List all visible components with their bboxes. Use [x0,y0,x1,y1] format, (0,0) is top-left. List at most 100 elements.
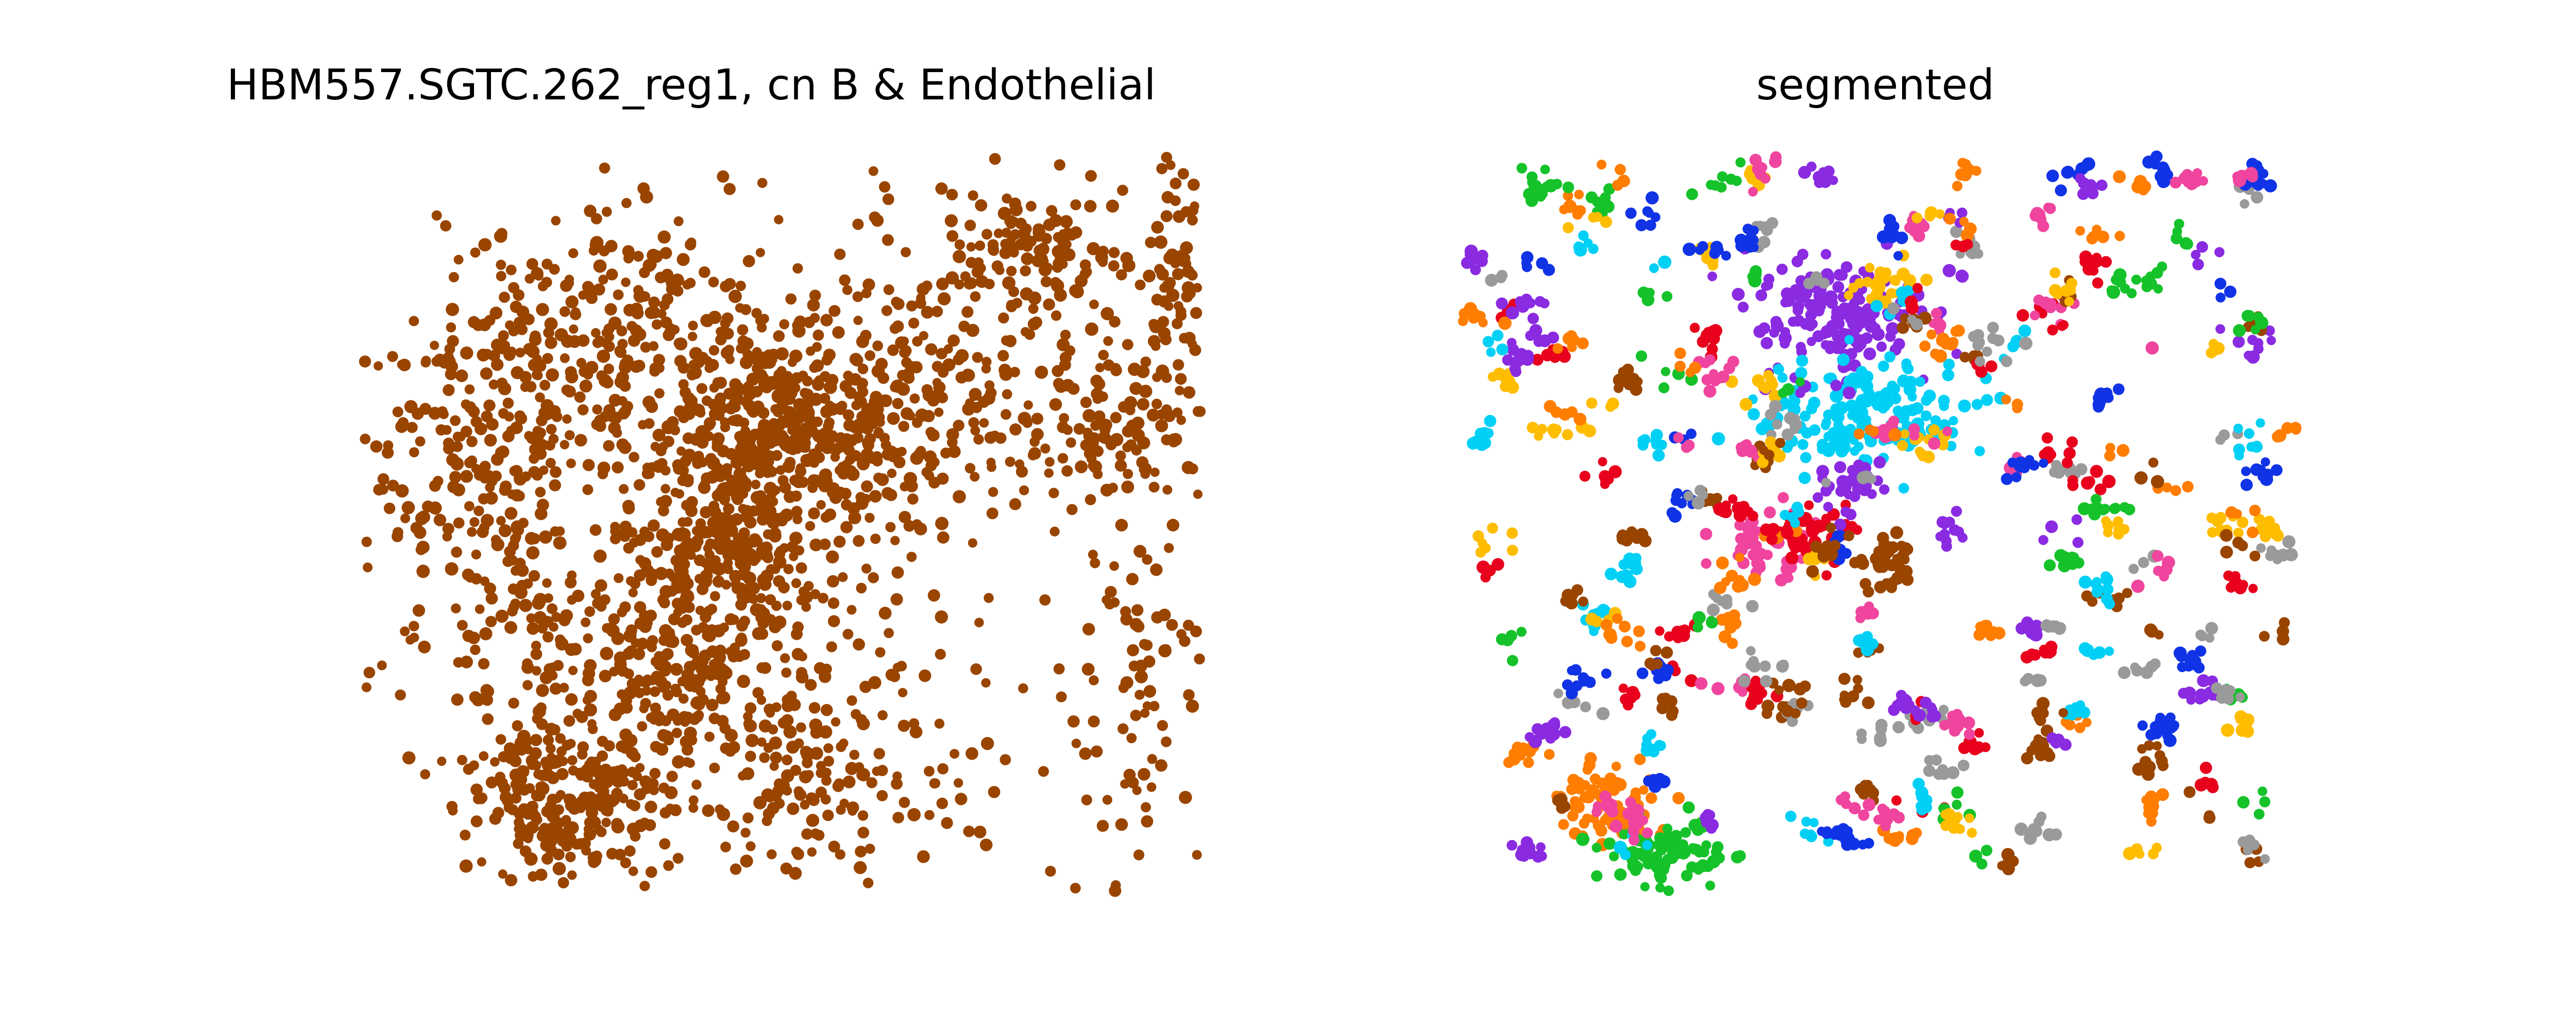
scatter-point [981,678,991,688]
segment-point [1642,206,1653,217]
scatter-point [474,604,485,614]
segment-point [1963,728,1975,740]
segment-point [2049,267,2061,279]
scatter-point [409,316,419,327]
scatter-point [887,412,900,425]
segment-point [1506,655,1518,666]
scatter-point [698,266,710,278]
segment-point [1512,742,1523,753]
scatter-point [512,531,521,542]
scatter-point [555,733,566,744]
scatter-point [739,483,749,493]
scatter-point [696,408,706,418]
segment-point [2135,849,2145,859]
scatter-point [572,709,583,719]
scatter-point [470,416,482,428]
scatter-point [655,743,669,756]
segment-point [1950,326,1961,337]
segment-point [2177,662,2188,673]
segment-point [2115,277,2126,288]
segment-point [2055,184,2067,197]
segment-point [1823,502,1834,512]
scatter-point [542,353,553,364]
segment-point [1732,176,1742,186]
scatter-point [509,602,519,613]
segment-point [1580,701,1591,713]
segment-point [2260,473,2274,486]
segment-point [2253,809,2265,820]
scatter-point [737,675,751,688]
segment-point [1516,627,1527,637]
scatter-point [621,277,631,287]
scatter-point [527,806,538,818]
scatter-point [627,780,638,791]
segment-point [1536,842,1546,852]
scatter-point [562,740,573,751]
scatter-point [808,702,821,714]
scatter-point [505,264,517,276]
segment-point [1641,827,1653,838]
scatter-point [618,794,629,803]
scatter-point [623,542,635,554]
segment-point [1685,367,1696,377]
scatter-point [798,651,807,662]
segment-point [1924,754,1935,766]
scatter-point [764,703,775,715]
scatter-point [670,488,680,497]
segment-point [1874,580,1887,594]
segment-point [1688,843,1698,853]
segment-point [2214,247,2225,258]
segment-point [2163,734,2177,747]
segment-point [2145,341,2159,355]
segment-point [1650,645,1662,657]
scatter-point [827,615,840,627]
segment-point [1562,679,1573,691]
scatter-point [637,721,648,732]
segment-point [2092,577,2102,587]
segment-point [1803,278,1815,289]
segment-point [1760,523,1773,536]
segment-point [2188,659,2200,671]
segment-point [1892,405,1904,417]
scatter-point [498,524,512,538]
segment-point [1818,278,1830,289]
segment-point [2282,535,2296,548]
segment-point [1892,721,1905,734]
segment-point [1523,757,1534,768]
segment-point [1791,255,1803,268]
scatter-point [597,461,611,475]
segment-point [1787,539,1798,549]
scatter-point [660,539,673,552]
scatter-point [536,684,549,697]
segment-point [1738,687,1748,697]
scatter-point [560,440,569,450]
segment-point [1774,685,1784,695]
scatter-point [452,483,466,496]
segment-point [1860,643,1874,657]
segment-point [1912,283,1923,294]
segment-point [1465,257,1477,268]
segment-point [1487,522,1498,534]
segment-point [2260,531,2271,542]
scatter-point [599,670,612,682]
scatter-point [526,546,540,560]
scatter-point [691,526,702,536]
scatter-point [603,440,615,452]
scatter-point [552,862,566,876]
scatter-point [737,324,749,336]
scatter-point [537,623,548,634]
segment-point [1826,522,1836,533]
segment-point [1753,325,1766,338]
scatter-point [525,381,537,392]
segment-point [1649,777,1660,788]
segment-point [2253,338,2264,349]
segment-point [1861,631,1873,643]
segment-point [1959,217,1969,227]
segment-point [2150,150,2163,163]
scatter-point [805,679,817,691]
scatter-point [654,566,668,580]
segment-point [2109,503,2121,514]
segment-point [1633,625,1645,638]
scatter-point [490,453,504,466]
segment-point [2205,622,2218,635]
